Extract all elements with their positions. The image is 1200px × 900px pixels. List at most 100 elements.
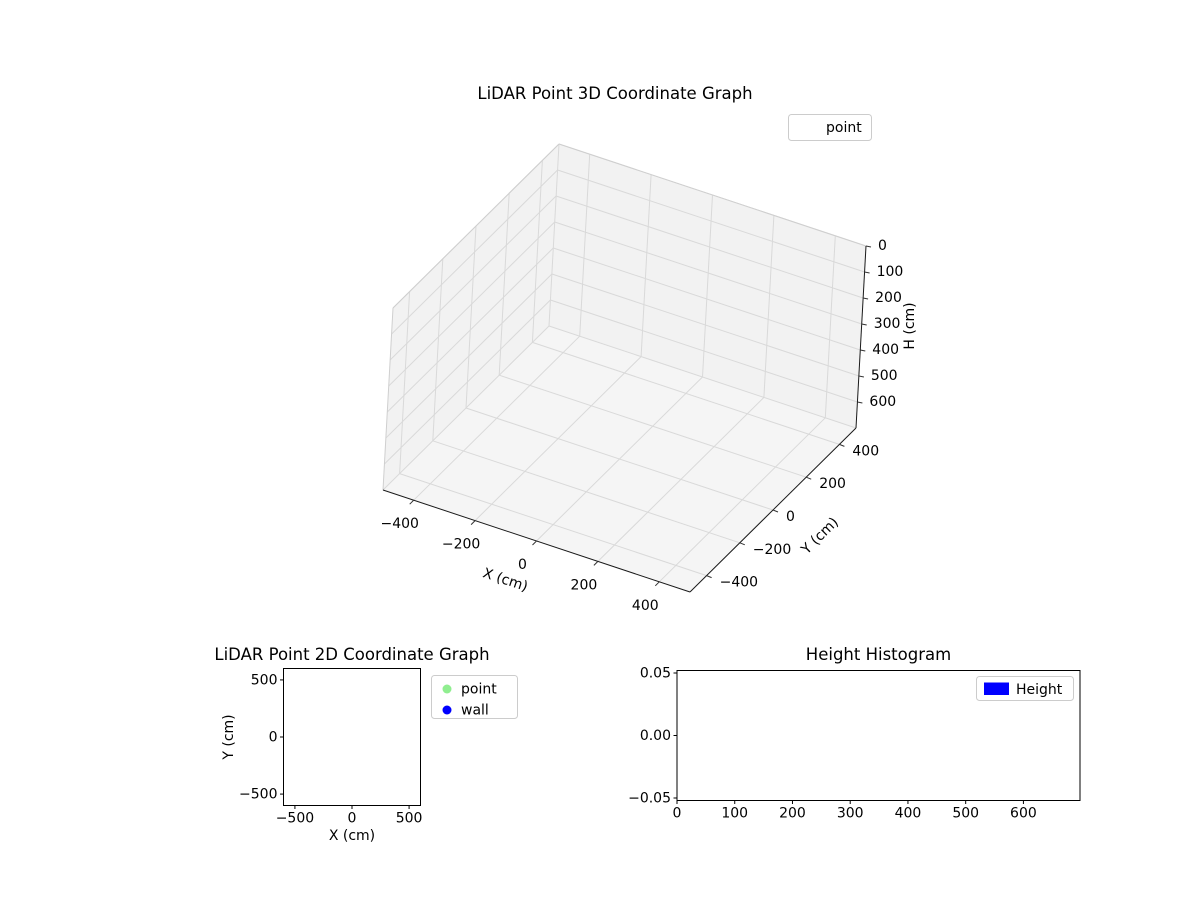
grid-line-y (498, 193, 510, 376)
grid-line-x (579, 154, 591, 337)
tick-label-x: 500 (396, 811, 423, 827)
tick-mark-x (593, 561, 599, 566)
grid-line-y (399, 291, 411, 474)
plot-3d: −400 −200 0 200 400 400 200 0 −200 −400 0 100 200 300… (380, 84, 918, 614)
tick-label-y: −200 (753, 542, 791, 558)
plot2d-legend-label-point: point (461, 682, 497, 698)
plot3d-ylabel: Y (cm) (798, 515, 842, 559)
tick-mark-y (739, 542, 745, 546)
grid-line-y (499, 374, 807, 478)
tick-label-x: −200 (442, 537, 480, 553)
tick-mark-z (861, 323, 867, 326)
tick-mark-z (864, 271, 870, 274)
tick-label-y: 200 (819, 476, 846, 492)
tick-label-z: 0 (878, 238, 887, 254)
hist-ticks: 0 100 200 300 400 500 600 −0.05 0.00 0.05 (628, 666, 1037, 822)
grid-line-y (432, 258, 444, 441)
plot-2d: −500 0 500 500 0 −500 LiDAR Point 2D Coordina… (214, 645, 518, 844)
tick-label-y: −400 (720, 575, 758, 591)
hist-legend-swatch-height (984, 682, 1009, 695)
tick-mark-z (857, 401, 863, 404)
plot2d-ylabel: Y (cm) (221, 714, 237, 760)
pane-boundary (548, 325, 857, 429)
pane-boundary (548, 143, 560, 327)
grid-line-z (388, 221, 556, 387)
tick-mark-y (706, 575, 712, 579)
plot-hist: 0 100 200 300 400 500 600 −0.05 0.00 0.05 Height … (628, 645, 1081, 822)
plot2d-ticks: −500 0 500 500 0 −500 (239, 672, 422, 826)
tick-label-x: 400 (632, 598, 659, 614)
plot3d-title: LiDAR Point 3D Coordinate Graph (477, 84, 752, 103)
grid-line-z (389, 195, 557, 361)
tick-label-x: 400 (895, 806, 922, 822)
tick-mark-y (806, 476, 812, 480)
tick-label-x: 0 (348, 811, 357, 827)
tick-label-z: 300 (874, 316, 901, 332)
pane-boundary (382, 325, 550, 491)
tick-label-y: 0 (786, 509, 795, 525)
grid-line-z (557, 169, 865, 273)
tick-label-x: 0 (673, 806, 682, 822)
grid-line-z (384, 299, 551, 465)
hist-legend: Height (976, 676, 1074, 701)
grid-line-z (553, 247, 861, 351)
plot2d-axes-box (283, 668, 421, 806)
tick-mark-x (470, 520, 476, 525)
tick-mark-x (654, 581, 660, 587)
tick-label-x: 500 (952, 806, 979, 822)
tick-label-y: −500 (239, 787, 277, 803)
tick-label-y: −0.05 (628, 791, 671, 807)
pane-edge (558, 143, 867, 247)
tick-label-z: 200 (875, 290, 902, 306)
grid-line-y (531, 160, 543, 343)
grid-line-z (385, 273, 553, 439)
grid-line-y (432, 440, 740, 544)
tick-label-z: 600 (869, 394, 896, 410)
plot3d-ticks: −400 −200 0 200 400 400 200 0 −200 −400 0 100 200 300… (380, 238, 903, 614)
grid-line-y (532, 341, 840, 445)
grid-line-x (763, 215, 775, 398)
plot3d-legend-box (788, 114, 872, 141)
tick-label-y: 0.05 (640, 666, 671, 682)
axis-line (855, 245, 867, 429)
tick-label-x: −400 (380, 516, 418, 532)
plot3d-zlabel: H (cm) (902, 302, 918, 349)
grid-line-z (554, 221, 862, 325)
tick-label-x: 200 (779, 806, 806, 822)
pane-edge (392, 143, 560, 309)
tick-label-y: 500 (251, 672, 278, 688)
tick-label-x: 100 (721, 806, 748, 822)
tick-mark-y (772, 509, 779, 513)
tick-mark-x (409, 499, 415, 505)
plot2d-legend: point wall (431, 675, 518, 719)
plot2d-legend-box (431, 675, 518, 719)
tick-label-x: 600 (1010, 806, 1037, 822)
grid-line-x (824, 235, 836, 418)
grid-line-y (465, 225, 477, 409)
grid-line-z (555, 195, 864, 299)
plot2d-title: LiDAR Point 2D Coordinate Graph (214, 645, 489, 664)
tick-mark-z (858, 375, 864, 378)
grid-line-x (702, 194, 713, 378)
tick-label-x: 0 (518, 557, 527, 573)
plot2d-xlabel: X (cm) (329, 828, 375, 844)
grid-line-x (640, 174, 652, 357)
tick-label-z: 100 (877, 264, 904, 280)
plot2d-legend-label-wall: wall (461, 703, 489, 719)
tick-mark-y (839, 443, 845, 447)
tick-label-x: 300 (837, 806, 864, 822)
tick-mark-z (860, 349, 866, 352)
plot2d-legend-marker-wall (442, 705, 452, 715)
tick-mark-z (863, 297, 869, 300)
grid-line-z (386, 247, 554, 413)
tick-mark-x (532, 540, 537, 546)
plot2d-legend-marker-point (442, 684, 452, 694)
plot3d-legend: point (788, 114, 872, 141)
tick-mark-z (865, 245, 872, 248)
tick-label-y: 0 (269, 730, 278, 746)
grid-line-y (399, 473, 707, 577)
grid-line-z (391, 169, 558, 335)
tick-label-x: −500 (276, 811, 314, 827)
